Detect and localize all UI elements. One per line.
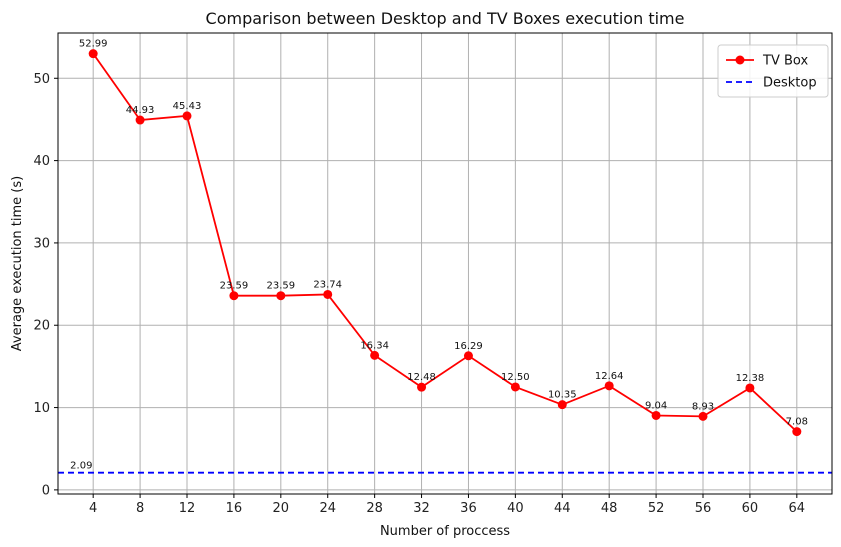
tvbox-point [745, 383, 755, 393]
tvbox-point [229, 291, 239, 301]
x-tick-label: 48 [601, 501, 618, 516]
y-tick-label: 50 [33, 72, 50, 87]
x-tick-label: 44 [554, 501, 571, 516]
tvbox-data-label: 23.59 [266, 281, 295, 292]
y-tick-label: 20 [33, 319, 50, 334]
tvbox-point [510, 382, 520, 392]
tvbox-data-label: 52.99 [79, 39, 108, 50]
tvbox-point [463, 351, 473, 361]
x-tick-label: 64 [789, 501, 806, 516]
tvbox-point [417, 382, 427, 392]
plot-frame [57, 32, 833, 495]
tvbox-data-label: 9.04 [645, 400, 667, 411]
tvbox-point [88, 49, 98, 59]
x-tick-label: 36 [460, 501, 477, 516]
tvbox-point [135, 115, 145, 125]
tvbox-point [323, 289, 333, 299]
tvbox-point [792, 427, 802, 437]
y-tick-label: 0 [42, 483, 50, 498]
x-tick-label: 24 [319, 501, 336, 516]
x-axis-label: Number of proccess [380, 524, 510, 539]
tvbox-data-label: 12.50 [501, 372, 530, 383]
y-tick-label: 10 [33, 401, 50, 416]
ticks: 4 8 12 16 20 24 28 32 36 40 44 48 52 56 60 640102030405… [33, 72, 805, 516]
x-tick-label: 28 [366, 501, 383, 516]
tvbox-data-label: 12.48 [407, 372, 436, 383]
x-tick-label: 60 [742, 501, 759, 516]
tvbox-data-label: 12.64 [595, 371, 624, 382]
tvbox-data-label: 12.38 [736, 373, 765, 384]
tvbox-data-label: 8.93 [692, 401, 714, 412]
tvbox-point [182, 111, 192, 121]
tvbox-point [698, 411, 708, 421]
tvbox-point [370, 350, 380, 360]
x-tick-label: 16 [226, 501, 243, 516]
x-tick-label: 4 [89, 501, 97, 516]
desktop-data-label: 2.09 [70, 461, 92, 472]
tvbox-data-label: 23.59 [220, 281, 249, 292]
tvbox-data-label: 7.08 [786, 417, 808, 428]
x-tick-label: 8 [136, 501, 144, 516]
tvbox-point [604, 381, 614, 391]
legend-box [717, 44, 829, 98]
x-tick-label: 40 [507, 501, 524, 516]
tvbox-point [651, 410, 661, 420]
tvbox-data-label: 23.74 [313, 279, 342, 290]
y-axis-label: Average execution time (s) [10, 176, 25, 351]
x-tick-label: 12 [179, 501, 196, 516]
legend-tvbox-label: TV Box [762, 54, 808, 69]
series-layer: 2.09 52.99 44.93 45.43 23.59 23.59 23.74 16.34 1… [58, 39, 832, 474]
x-tick-label: 56 [695, 501, 712, 516]
x-tick-label: 32 [413, 501, 430, 516]
tvbox-point [276, 291, 286, 301]
legend: TV Box Desktop [717, 44, 829, 98]
legend-desktop-label: Desktop [763, 76, 817, 91]
tvbox-data-label: 44.93 [126, 105, 155, 116]
y-tick-label: 30 [33, 236, 50, 251]
x-tick-label: 20 [273, 501, 290, 516]
x-tick-label: 52 [648, 501, 665, 516]
tvbox-data-label: 10.35 [548, 390, 577, 401]
y-tick-label: 40 [33, 154, 50, 169]
legend-tvbox-marker [735, 55, 745, 65]
tvbox-line [92, 53, 798, 433]
tvbox-data-label: 16.29 [454, 341, 483, 352]
tvbox-data-label: 45.43 [173, 101, 202, 112]
tvbox-data-label: 16.34 [360, 340, 389, 351]
tvbox-point [557, 400, 567, 410]
chart-title: Comparison between Desktop and TV Boxes … [206, 9, 685, 28]
